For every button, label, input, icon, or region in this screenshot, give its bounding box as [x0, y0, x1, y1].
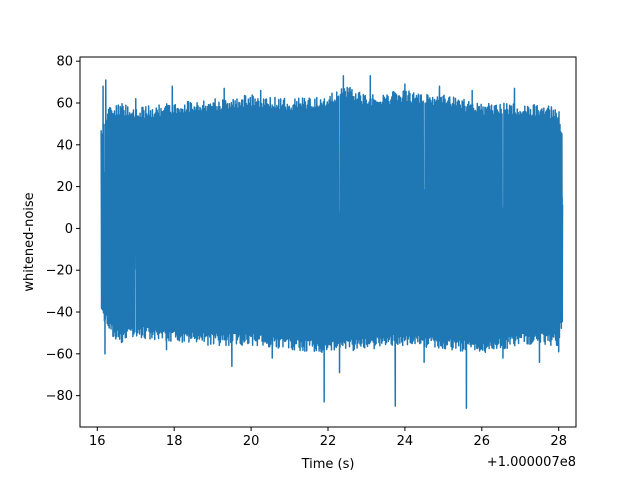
- y-tick-label: −60: [46, 347, 73, 362]
- y-tick-label: 60: [56, 96, 73, 111]
- y-tick-label: 0: [65, 222, 73, 237]
- x-tick-label: 18: [166, 434, 183, 449]
- y-axis-label: whitened-noise: [22, 192, 37, 291]
- y-axis-ticks: −80 −60 −40 −20 0 20 40 60 80: [46, 55, 80, 404]
- x-tick-label: 22: [320, 434, 337, 449]
- x-tick-label: 16: [89, 434, 106, 449]
- x-tick-label: 24: [397, 434, 414, 449]
- y-tick-label: −40: [46, 306, 73, 321]
- y-tick-label: −80: [46, 389, 73, 404]
- x-axis-label: Time (s): [301, 457, 355, 472]
- x-tick-label: 20: [243, 434, 260, 449]
- y-tick-label: 80: [56, 55, 73, 70]
- x-axis-ticks: 16 18 20 22 24 26 28: [89, 427, 567, 449]
- x-tick-label: 26: [474, 434, 491, 449]
- y-tick-label: −20: [46, 264, 73, 279]
- y-tick-label: 40: [56, 138, 73, 153]
- series-line-whitened-noise: [100, 75, 564, 409]
- x-tick-label: 28: [550, 434, 567, 449]
- x-axis-offset-label: +1.000007e8: [487, 455, 576, 470]
- y-tick-label: 20: [56, 180, 73, 195]
